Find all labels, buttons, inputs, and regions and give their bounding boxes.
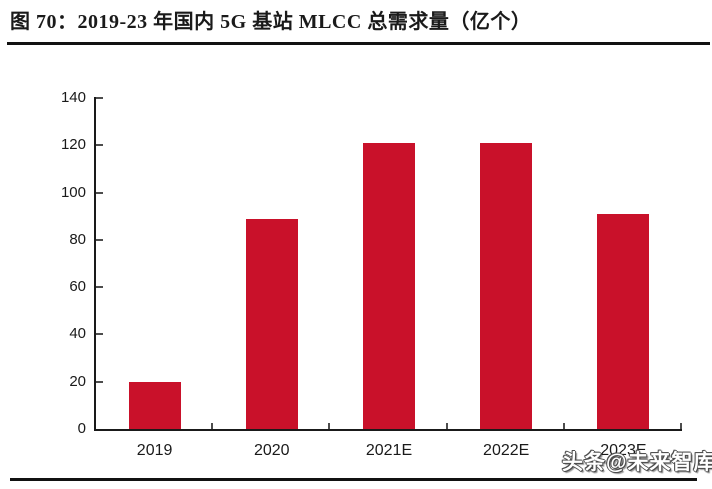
y-axis-tick [96,380,103,383]
bar-2022E [480,142,533,429]
y-tick-label: 140 [60,89,86,106]
x-tick-label: 2023E [600,442,647,459]
y-axis-tick [96,286,103,289]
bar-2020 [245,218,298,429]
bar-2021E [363,142,415,429]
y-tick-label: 20 [69,372,86,390]
x-axis-tick [211,423,214,429]
y-tick-label: 60 [69,278,86,296]
y-tick-label: 80 [69,230,86,248]
x-axis-tick [680,423,682,429]
y-axis-tick [96,333,103,336]
y-axis-tick [96,191,103,194]
y-axis-tick [96,144,103,147]
title-divider-rule [7,42,710,45]
x-axis-tick [445,423,448,429]
x-tick-label: 2021E [365,442,413,459]
y-tick-label: 0 [77,420,86,437]
x-axis-tick [562,423,565,429]
x-tick-label: 2019 [136,442,173,459]
bar-2023E [597,213,650,429]
bar-2019 [128,381,181,429]
y-axis-tick [96,238,103,241]
x-axis-tick [328,423,331,429]
y-tick-label: 40 [69,325,86,343]
x-tick-label: 2020 [253,442,290,459]
y-tick-label: 100 [60,183,86,201]
x-tick-label: 2022E [483,442,530,459]
bottom-divider-rule [10,478,697,481]
watermark-text: 头条@未来智库 [562,451,712,474]
figure-title: 图 70：2019-23 年国内 5G 基站 MLCC 总需求量（亿个） [10,11,532,33]
x-axis-line [94,429,682,431]
y-axis-tick [96,97,103,99]
y-tick-label: 120 [60,136,86,154]
y-axis-line [94,97,96,431]
